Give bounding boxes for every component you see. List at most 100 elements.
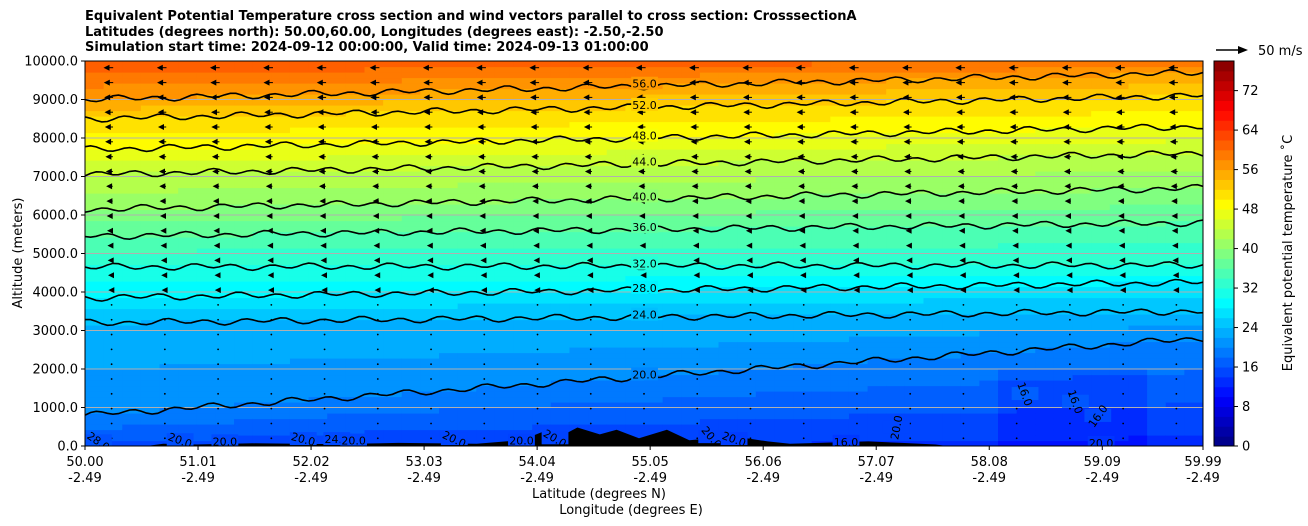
- fill-cell: [904, 380, 925, 387]
- fill-cell: [289, 336, 310, 343]
- fill-cell: [178, 341, 198, 348]
- fill-cell: [252, 341, 272, 348]
- wind-vector: [323, 303, 326, 306]
- fill-cell: [140, 220, 161, 227]
- fill-cell: [904, 407, 925, 414]
- fill-cell: [811, 297, 831, 304]
- wind-vector: [690, 124, 697, 130]
- fill-cell: [1184, 110, 1203, 117]
- fill-cell: [513, 160, 533, 167]
- wind-vector: [214, 287, 221, 294]
- fill-cell: [904, 358, 925, 365]
- wind-vector: [425, 183, 432, 190]
- fill-cell: [1035, 380, 1055, 387]
- fill-cell: [867, 66, 887, 73]
- fill-cell: [550, 374, 571, 381]
- fill-cell: [271, 242, 291, 249]
- fill-cell: [327, 347, 347, 354]
- fill-cell: [327, 72, 347, 79]
- fill-cell: [923, 374, 943, 381]
- fill-cell: [289, 369, 310, 376]
- fill-cell: [85, 165, 105, 172]
- fill-cell: [979, 165, 999, 172]
- fill-cell: [960, 248, 980, 255]
- fill-cell: [793, 347, 813, 354]
- fill-cell: [755, 292, 776, 299]
- fill-cell: [1128, 292, 1148, 299]
- fill-cell: [942, 132, 962, 139]
- fill-cell: [737, 121, 757, 128]
- wind-vector: [1013, 287, 1020, 294]
- wind-vector: [958, 227, 965, 234]
- fill-cell: [550, 88, 571, 95]
- fill-cell: [252, 237, 272, 244]
- fill-cell: [979, 347, 999, 354]
- fill-cell: [1072, 297, 1092, 304]
- wind-vector: [270, 318, 273, 321]
- fill-cell: [1016, 253, 1036, 260]
- fill-cell: [532, 402, 552, 409]
- fill-cell: [1184, 116, 1203, 123]
- fill-cell: [476, 83, 496, 90]
- fill-cell: [457, 380, 477, 387]
- fill-cell: [457, 418, 477, 425]
- fill-cell: [960, 138, 980, 145]
- fill-cell: [1016, 259, 1036, 266]
- fill-cell: [122, 374, 142, 381]
- fill-cell: [1072, 132, 1092, 139]
- fill-cell: [234, 253, 254, 260]
- fill-cell: [848, 121, 869, 128]
- fill-cell: [1109, 402, 1130, 409]
- wind-vector: [536, 422, 539, 425]
- fill-cell: [401, 308, 421, 315]
- fill-cell: [737, 116, 757, 123]
- wind-vector: [430, 378, 432, 380]
- fill-cell: [998, 413, 1018, 420]
- fill-cell: [644, 72, 664, 79]
- fill-cell: [979, 380, 999, 387]
- fill-cell: [904, 264, 925, 271]
- fill-cell: [159, 358, 179, 365]
- fill-cell: [904, 429, 925, 436]
- fill-cell: [234, 127, 254, 134]
- fill-cell: [625, 402, 645, 409]
- fill-cell: [1165, 435, 1185, 442]
- fill-cell: [159, 215, 179, 222]
- fill-cell: [140, 237, 161, 244]
- fill-cell: [867, 165, 887, 172]
- fill-cell: [1016, 171, 1036, 178]
- fill-cell: [1184, 319, 1203, 326]
- fill-cell: [494, 231, 515, 238]
- fill-cell: [401, 330, 421, 337]
- fill-cell: [718, 418, 738, 425]
- fill-cell: [606, 77, 626, 84]
- fill-cell: [103, 66, 123, 73]
- fill-cell: [122, 303, 142, 310]
- fill-cell: [644, 215, 664, 222]
- wind-vector: [103, 79, 110, 86]
- fill-cell: [606, 424, 626, 431]
- fill-cell: [289, 77, 310, 84]
- fill-cell: [1091, 176, 1111, 183]
- fill-cell: [774, 264, 794, 271]
- fill-cell: [718, 341, 738, 348]
- fill-cell: [420, 259, 440, 266]
- fill-cell: [140, 110, 161, 117]
- fill-cell: [867, 303, 887, 310]
- fill-cell: [159, 154, 179, 161]
- wind-vector: [267, 242, 274, 249]
- fill-cell: [234, 352, 254, 359]
- fill-cell: [401, 171, 421, 178]
- fill-cell: [215, 352, 235, 359]
- fill-cell: [457, 385, 477, 392]
- fill-cell: [755, 165, 776, 172]
- fill-cell: [1072, 66, 1092, 73]
- fill-cell: [308, 248, 328, 255]
- fill-cell: [1016, 165, 1036, 172]
- fill-cell: [755, 116, 776, 123]
- fill-cell: [122, 88, 142, 95]
- fill-cell: [439, 292, 459, 299]
- fill-cell: [755, 308, 776, 315]
- fill-cell: [159, 242, 179, 249]
- fill-cell: [699, 402, 720, 409]
